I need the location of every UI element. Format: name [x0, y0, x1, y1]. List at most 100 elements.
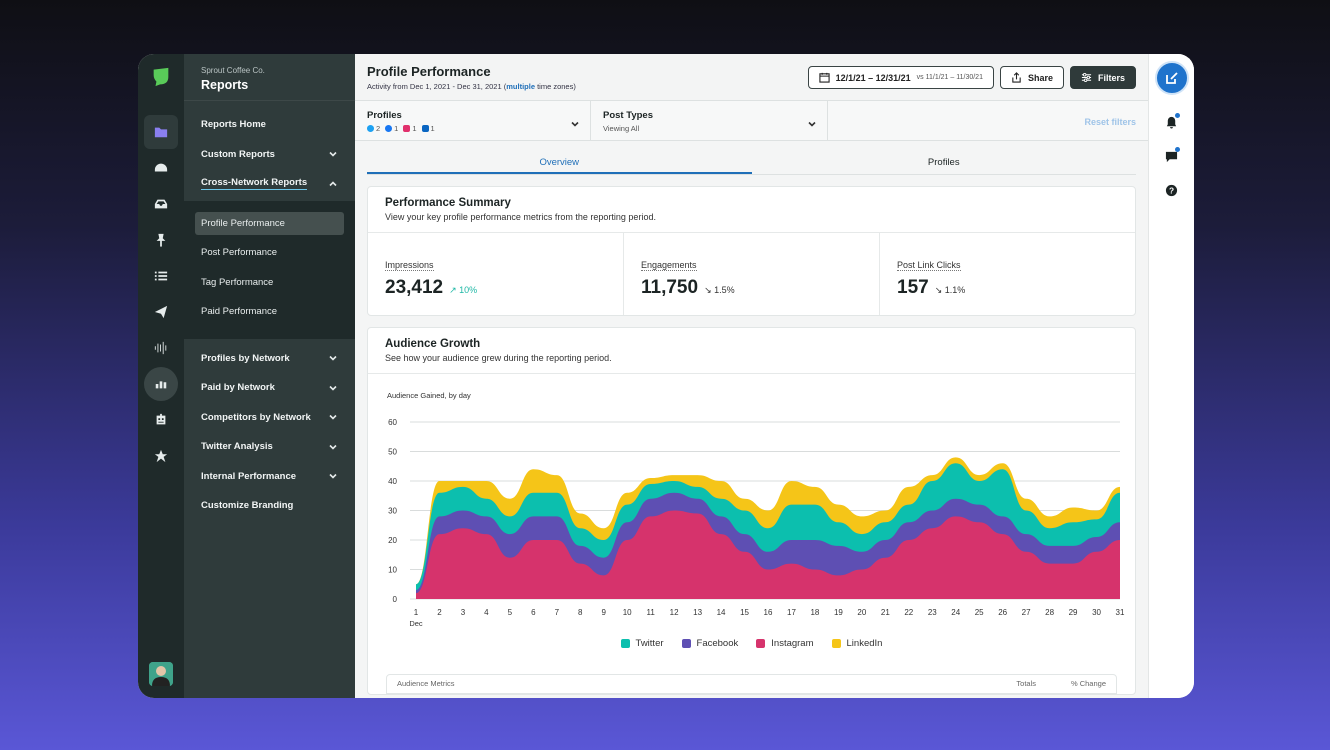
sidebar-header: Sprout Coffee Co. Reports — [184, 54, 355, 101]
y-tick-label: 0 — [393, 595, 398, 604]
card-title: Performance Summary — [385, 197, 511, 209]
legend-label: Twitter — [635, 638, 664, 649]
feedback-icon[interactable] — [1159, 139, 1185, 173]
x-tick-label: 22 — [904, 608, 913, 617]
share-button[interactable]: Share — [999, 66, 1064, 89]
sidebar-item-cross-network-reports[interactable]: Cross-Network Reports — [184, 169, 355, 199]
legend-swatch — [831, 639, 841, 648]
x-tick-label: 3 — [461, 608, 466, 617]
metric-label[interactable]: Impressions — [385, 260, 434, 271]
app-window: Sprout Coffee Co. Reports Reports Home C… — [138, 54, 1194, 698]
metric-value: 23,412 — [385, 277, 444, 298]
instagram-icon — [403, 125, 411, 132]
filters-button[interactable]: Filters — [1069, 66, 1136, 89]
avatar[interactable] — [149, 662, 173, 686]
x-tick-sublabel: Dec — [409, 619, 423, 628]
metric-value: 11,750 — [641, 277, 699, 298]
legend-item-facebook[interactable]: Facebook — [681, 638, 738, 649]
tab-bar: Overview Profiles — [367, 152, 1136, 175]
card-description: See how your audience grew during the re… — [385, 353, 612, 363]
list-icon[interactable] — [144, 259, 178, 293]
tab-overview[interactable]: Overview — [367, 152, 752, 174]
y-tick-label: 40 — [388, 477, 397, 486]
x-tick-label: 25 — [975, 608, 984, 617]
x-tick-label: 29 — [1069, 608, 1078, 617]
help-icon[interactable]: ? — [1159, 173, 1185, 207]
inbox-icon[interactable] — [144, 187, 178, 221]
sidebar-subitem-post-performance[interactable]: Post Performance — [201, 247, 278, 259]
metric-impressions: Impressions 23,412 ↗ 10% — [368, 233, 624, 315]
table-header: Audience Metrics — [397, 679, 455, 688]
card-description: View your key profile performance metric… — [385, 212, 656, 222]
sidebar-title: Reports — [201, 78, 249, 92]
x-tick-label: 19 — [834, 608, 843, 617]
legend-item-twitter[interactable]: Twitter — [620, 638, 664, 649]
legend-item-instagram[interactable]: Instagram — [756, 638, 814, 649]
folder-icon[interactable] — [144, 115, 178, 149]
x-tick-label: 8 — [578, 608, 583, 617]
metric-value: 157 — [897, 277, 929, 298]
sidebar-subitem-paid-performance[interactable]: Paid Performance — [201, 306, 278, 318]
sidebar-item-label: Paid by Network — [201, 382, 275, 394]
x-tick-label: 21 — [881, 608, 890, 617]
notification-dot — [1174, 147, 1180, 152]
legend-label: LinkedIn — [846, 638, 883, 649]
x-tick-label: 18 — [810, 608, 819, 617]
sidebar-item-label: Profiles by Network — [201, 352, 290, 364]
sidebar-item-paid-by-network[interactable]: Paid by Network — [184, 373, 355, 403]
metric-label[interactable]: Engagements — [641, 260, 697, 271]
chevron-down-icon — [570, 116, 580, 127]
sidebar-item-internal-performance[interactable]: Internal Performance — [184, 462, 355, 492]
listening-icon[interactable] — [144, 331, 178, 365]
y-tick-label: 20 — [388, 536, 397, 545]
logo-icon — [153, 67, 169, 87]
facebook-icon — [385, 125, 393, 132]
filters-row: Profiles 2 1 1 1 Post Types Viewing All … — [355, 101, 1148, 141]
post-types-label: Post Types — [603, 110, 653, 121]
x-tick-label: 7 — [555, 608, 560, 617]
tab-profiles[interactable]: Profiles — [927, 157, 960, 168]
post-types-filter[interactable]: Post Types Viewing All — [591, 101, 828, 140]
sidebar-item-reports-home[interactable]: Reports Home — [184, 110, 355, 140]
sidebar-item-label: Customize Branding — [201, 500, 294, 512]
sidebar-item-custom-reports[interactable]: Custom Reports — [184, 140, 355, 170]
chevron-down-icon — [328, 412, 338, 422]
sidebar-item-profiles-by-network[interactable]: Profiles by Network — [184, 344, 355, 374]
metric-label[interactable]: Post Link Clicks — [897, 260, 961, 271]
audience-chart: Audience Gained, by day 0 10 20 30 40 50 60 1 2 3 4… — [368, 374, 1135, 694]
x-tick-label: 10 — [623, 608, 632, 617]
gauge-icon[interactable] — [144, 151, 178, 185]
timezones-link[interactable]: multiple — [506, 81, 535, 91]
bot-icon[interactable] — [144, 403, 178, 437]
chevron-down-icon — [328, 383, 338, 393]
sidebar-item-twitter-analysis[interactable]: Twitter Analysis — [184, 432, 355, 462]
legend-item-linkedin[interactable]: LinkedIn — [831, 638, 883, 649]
star-icon[interactable] — [144, 439, 178, 473]
legend-swatch — [756, 639, 766, 648]
x-tick-label: 4 — [484, 608, 489, 617]
send-icon[interactable] — [144, 295, 178, 329]
date-range-button[interactable]: 12/1/21 – 12/31/21 vs 11/1/21 – 11/30/21 — [807, 66, 994, 89]
sidebar-item-competitors-by-network[interactable]: Competitors by Network — [184, 403, 355, 433]
sidebar-subitem-profile-performance[interactable]: Profile Performance — [195, 211, 344, 235]
reset-filters-link[interactable]: Reset filters — [1084, 117, 1136, 127]
main-content: Profile Performance Activity from Dec 1,… — [355, 54, 1148, 698]
table-header: % Change — [1070, 679, 1106, 688]
chart-title: Audience Gained, by day — [387, 391, 471, 400]
sidebar-subitem-tag-performance[interactable]: Tag Performance — [201, 276, 274, 288]
compose-button[interactable] — [1154, 61, 1189, 95]
sidebar-item-customize-branding[interactable]: Customize Branding — [184, 491, 355, 521]
linkedin-icon — [421, 125, 429, 132]
profiles-filter[interactable]: Profiles 2 1 1 1 — [355, 101, 591, 140]
sidebar: Sprout Coffee Co. Reports Reports Home C… — [184, 54, 355, 698]
x-tick-label: 26 — [998, 608, 1007, 617]
share-icon — [1012, 72, 1021, 83]
x-tick-label: 12 — [670, 608, 679, 617]
pin-icon[interactable] — [144, 223, 178, 257]
bell-icon[interactable] — [1159, 105, 1185, 139]
reports-icon[interactable] — [144, 367, 178, 401]
chevron-down-icon — [328, 442, 338, 452]
x-tick-label: 5 — [508, 608, 513, 617]
y-tick-label: 50 — [388, 448, 397, 457]
